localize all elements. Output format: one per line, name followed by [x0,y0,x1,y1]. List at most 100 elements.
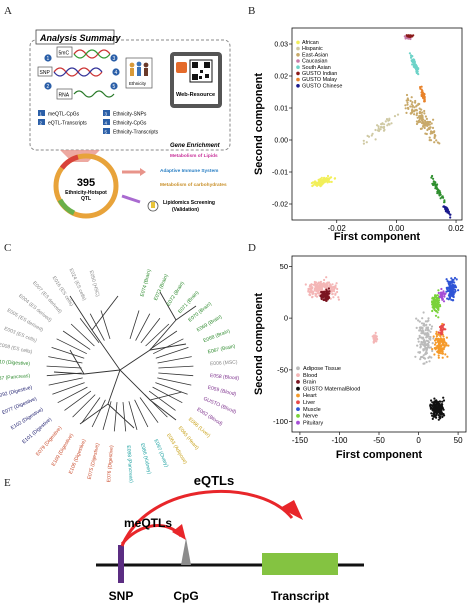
data-point [431,417,434,420]
panel-label-a: A [4,5,12,17]
data-point [323,298,326,301]
panel-label-b: B [248,5,255,17]
data-point [437,414,440,417]
summary-title-box [35,29,115,45]
data-point [423,126,426,130]
svg-text:3: 3 [113,56,116,62]
panel-e-diagram: eQTLs meQTLs SNP CpG Transcript [96,473,364,603]
cpg-label: CpG [173,589,198,603]
data-point [415,122,419,126]
data-point [435,416,438,419]
data-point [442,399,446,402]
data-point [440,344,443,347]
data-point [411,109,414,112]
tree-branch [69,295,121,371]
data-point [322,177,326,180]
data-point [442,324,445,327]
data-point [428,360,431,363]
data-point [415,114,418,117]
svg-text:meQTL-CpGs: meQTL-CpGs [48,112,80,118]
hub-number: 395 [77,177,95,189]
data-point [440,330,443,333]
data-point [319,295,322,298]
data-point [435,139,438,142]
data-point [304,283,307,286]
data-point [418,118,421,121]
legend-marker [296,71,300,76]
data-point [422,311,425,314]
data-point [431,407,434,410]
data-point [445,344,448,347]
data-point [308,285,311,288]
data-point [428,323,431,326]
data-point [315,295,319,298]
data-point [432,403,435,406]
data-point [435,330,438,333]
hub-ring-segment-2 [57,198,76,216]
data-point [404,104,407,107]
data-point [424,329,427,332]
tree-leaf-label: E069 (Brain) [196,314,224,334]
data-point [427,317,430,320]
data-point [330,176,333,179]
data-point [416,344,419,347]
data-point [414,99,417,103]
data-point [328,177,331,180]
data-point [407,98,410,102]
rna-strand [73,90,115,98]
data-point [326,298,329,301]
legend-item: 4 Ethnicity-CpGs [103,119,147,127]
data-point [452,294,455,297]
tree-leaf-branch [128,401,138,431]
data-point [405,111,408,114]
data-point [315,290,318,293]
panel-label-d: D [248,242,256,254]
data-point [406,106,410,109]
ethnicity-label: Ethnicity [129,81,147,86]
data-point [439,348,442,351]
data-point [422,330,425,333]
data-point [387,119,390,122]
tree-leaf-branch [149,330,178,350]
legend-label: South Asian [302,65,331,71]
data-point [307,290,310,293]
eqtl-arrowhead [280,500,303,520]
data-point [437,351,440,354]
legend-item: 1 meQTL-CpGs [38,110,80,118]
data-point [390,122,393,125]
data-point [404,107,407,110]
data-point [415,65,418,68]
tree-leaf-branch [52,382,85,395]
data-point [313,289,316,292]
data-point [447,298,450,301]
tree-leaf-branch [155,347,189,359]
y-tick-label: -0.01 [272,170,288,177]
data-point [428,346,431,349]
data-point [334,285,337,288]
y-tick-label: -50 [277,365,288,374]
data-point [381,122,384,125]
data-point [333,290,336,293]
data-point [435,400,438,403]
data-point [442,300,446,303]
tree-branch [175,305,197,321]
data-point [438,344,441,347]
data-point [312,184,315,187]
data-point [435,335,438,338]
data-point [457,289,460,292]
data-point [413,106,416,109]
tree-leaf-label: E059 (Blood) [207,385,237,398]
data-point [450,298,453,301]
data-point [377,127,380,130]
tree-leaf-branch [144,394,168,418]
smc-label: 5mC [59,51,70,57]
data-point [424,132,427,135]
data-point [446,289,449,293]
data-point [440,405,443,408]
legend-label: Blood [303,373,317,379]
tree-leaf-label: E074 (Brain) [140,268,153,297]
data-point [432,300,435,303]
data-point [433,136,436,139]
hub-label-1: Ethnicity-Hotspot [65,190,107,196]
data-point [414,355,417,358]
